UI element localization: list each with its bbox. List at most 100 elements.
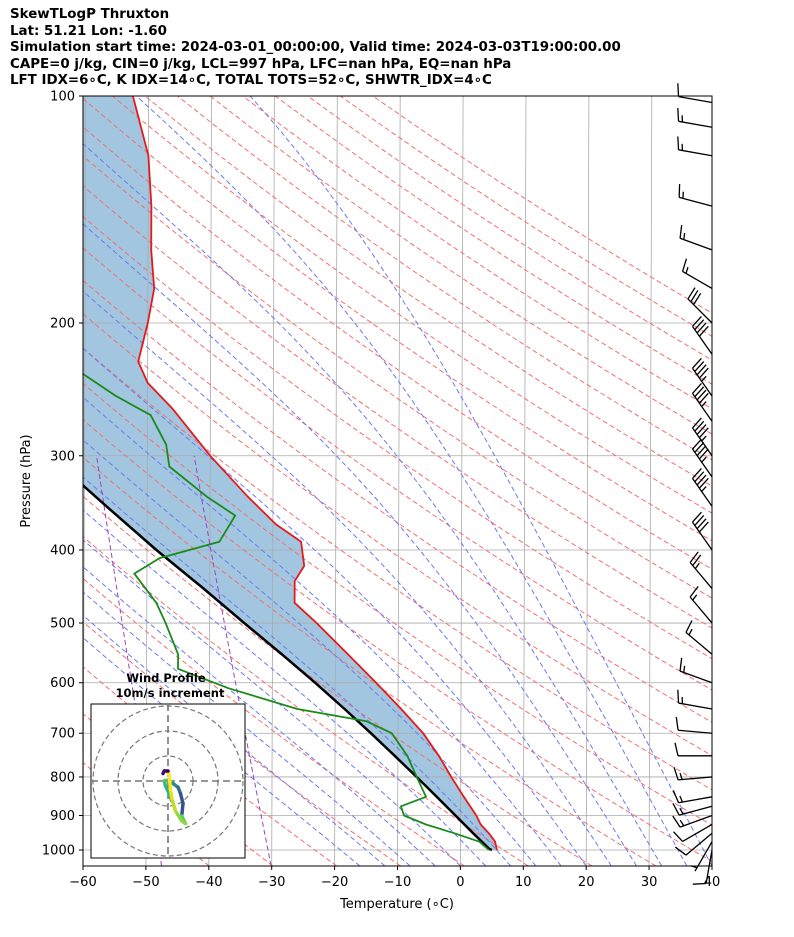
hodograph-plot (91, 704, 245, 858)
barb-full (689, 551, 699, 563)
isotherm-line (334, 96, 338, 866)
barb-full (672, 790, 680, 803)
wind-barb (675, 716, 713, 734)
barb-shaft (679, 814, 713, 828)
parcel-profile-line (83, 483, 493, 852)
moist-adiabats (83, 96, 712, 866)
dry-adiabat (83, 185, 712, 629)
x-tick-label: −50 (132, 875, 159, 890)
barb-full (687, 287, 696, 300)
wind-barb (691, 315, 713, 355)
wind-barb (674, 832, 713, 856)
barb-full (692, 511, 702, 523)
barb-shaft (678, 729, 713, 734)
dry-adiabat (83, 98, 712, 542)
hodograph-title: Wind Profile (126, 671, 206, 685)
wind-barb (679, 224, 713, 251)
barb-full (674, 846, 687, 856)
barb-shaft (689, 596, 713, 624)
x-tick-label: −60 (69, 875, 96, 890)
moist-adiabat (83, 614, 386, 866)
moist-adiabat (83, 637, 361, 866)
dry-adiabat (83, 666, 338, 866)
barb-full (679, 657, 683, 672)
barb-full (679, 224, 683, 239)
barb-full (696, 424, 707, 435)
barb-half (679, 795, 684, 803)
moist-adiabat (83, 476, 512, 866)
moist-adiabat (249, 96, 712, 866)
barb-full (698, 392, 709, 404)
wind-barb (691, 357, 713, 397)
barb-full (689, 585, 699, 598)
moist-adiabat (83, 223, 637, 866)
barb-full (672, 815, 681, 828)
wind-barb (689, 585, 713, 624)
barb-full (694, 319, 705, 331)
wind-barb (691, 468, 713, 507)
moist-adiabat (83, 591, 411, 866)
wind-barbs (672, 83, 713, 885)
barb-half (694, 562, 700, 570)
moist-adiabat (83, 347, 587, 866)
y-tick-label: 500 (50, 617, 75, 632)
wind-barb (691, 511, 713, 551)
barb-half (688, 628, 693, 636)
barb-full (675, 716, 679, 731)
wind-barb (673, 767, 713, 781)
barb-half (692, 594, 698, 601)
barb-full (694, 471, 705, 483)
barb-full (685, 620, 693, 633)
barb-half (679, 819, 685, 827)
wind-barb (685, 620, 713, 655)
wind-barb (689, 551, 713, 589)
barb-full (694, 515, 705, 526)
barb-shaft (705, 849, 713, 884)
barb-half (701, 435, 707, 442)
barb-full (698, 427, 709, 439)
dry-adiabat (112, 96, 712, 514)
x-axis-label: Temperature (∘C) (339, 897, 454, 912)
x-tick-label: −30 (258, 875, 285, 890)
barb-shaft (679, 670, 713, 684)
barb-full (698, 367, 709, 379)
barb-full (696, 389, 707, 401)
barb-full (677, 689, 680, 704)
x-tick-label: 0 (456, 875, 464, 890)
isotherm-line (648, 96, 653, 866)
barb-half (683, 665, 686, 673)
hodograph-segment (173, 809, 184, 823)
barb-shaft (682, 270, 713, 290)
barb-shaft (682, 823, 713, 843)
moist-adiabat (83, 396, 562, 866)
chart-header: SkewTLogP Thruxton Lat: 51.21 Lon: -1.60… (10, 7, 621, 90)
x-tick-label: 20 (578, 875, 595, 890)
y-tick-label: 200 (50, 316, 75, 331)
wind-barb (677, 136, 713, 157)
barb-shaft (678, 702, 713, 710)
barb-full (674, 742, 679, 756)
y-tick-label: 900 (50, 809, 75, 824)
barb-full (692, 357, 702, 369)
barb-full (696, 474, 707, 486)
x-tick-label: 10 (515, 875, 532, 890)
wind-barb (692, 849, 713, 885)
wind-barb (674, 742, 712, 757)
y-tick-label: 100 (50, 90, 75, 105)
dewpoint-profile-line (83, 372, 490, 851)
dry-adiabat (83, 313, 712, 757)
barb-full (698, 325, 709, 337)
y-tick-label: 300 (50, 449, 75, 464)
barb-shaft (691, 393, 713, 422)
barb-shaft (678, 95, 713, 104)
wind-barb (691, 417, 713, 457)
dry-adiabat (83, 247, 712, 691)
moist-adiabat (83, 290, 612, 866)
barb-full (673, 767, 679, 781)
barb-full (696, 364, 707, 376)
dry-adiabat (242, 96, 712, 410)
dry-adiabat (83, 347, 712, 791)
barb-shaft (678, 196, 713, 207)
barb-full (677, 83, 680, 97)
barb-full (692, 882, 707, 885)
